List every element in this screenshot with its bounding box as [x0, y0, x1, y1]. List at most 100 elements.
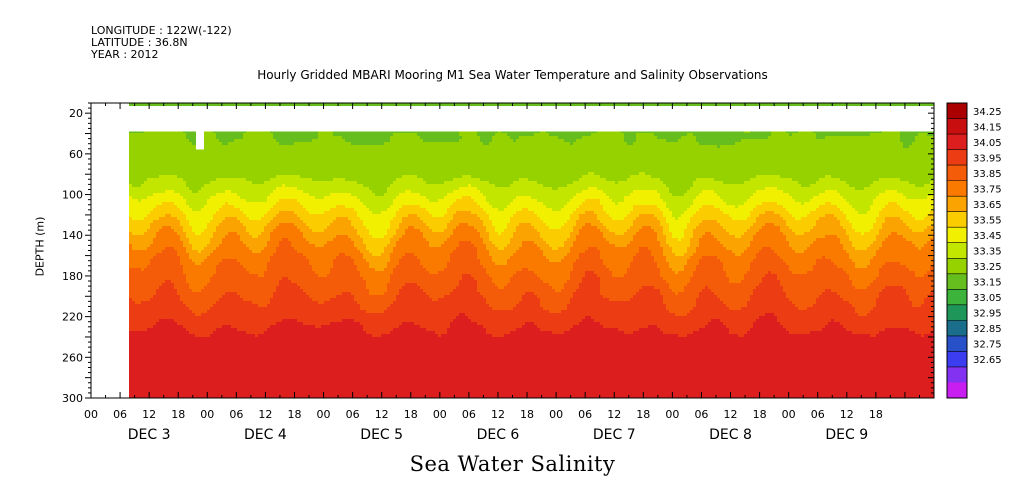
heatmap-cell [156, 190, 160, 194]
heatmap-cell [228, 391, 232, 395]
heatmap-cell [264, 322, 268, 326]
heatmap-cell [180, 133, 184, 137]
heatmap-cell [243, 364, 247, 368]
heatmap-cell [141, 373, 145, 377]
heatmap-cell [186, 136, 190, 140]
heatmap-cell [225, 295, 229, 299]
heatmap-cell [234, 343, 238, 347]
heatmap-cell [261, 259, 265, 263]
heatmap-cell [162, 142, 166, 146]
heatmap-cell [138, 274, 142, 278]
heatmap-cell [195, 328, 199, 332]
heatmap-cell [267, 310, 271, 314]
heatmap-cell [198, 220, 202, 224]
heatmap-cell [273, 376, 277, 380]
heatmap-cell [177, 217, 181, 221]
heatmap-cell [234, 265, 238, 269]
heatmap-cell [177, 202, 181, 206]
heatmap-cell [174, 235, 178, 239]
heatmap-cell [129, 244, 133, 248]
heatmap-cell [216, 136, 220, 140]
heatmap-cell [270, 283, 274, 287]
heatmap-cell [243, 379, 247, 383]
heatmap-cell [252, 196, 256, 200]
heatmap-cell [249, 277, 253, 281]
heatmap-cell [183, 301, 187, 305]
heatmap-cell [228, 154, 232, 158]
heatmap-cell [213, 211, 217, 215]
heatmap-cell [168, 385, 172, 389]
heatmap-cell [150, 367, 154, 371]
heatmap-cell [168, 223, 172, 227]
heatmap-cell [177, 367, 181, 371]
heatmap-cell [198, 373, 202, 377]
heatmap-cell [141, 295, 145, 299]
heatmap-cell [183, 169, 187, 173]
heatmap-cell [168, 103, 172, 107]
heatmap-cell [231, 268, 235, 272]
heatmap-cell [210, 235, 214, 239]
heatmap-cell [195, 334, 199, 338]
heatmap-cell [249, 301, 253, 305]
heatmap-cell [258, 163, 262, 167]
heatmap-cell [225, 184, 229, 188]
heatmap-cell [228, 307, 232, 311]
heatmap-cell [189, 334, 193, 338]
heatmap-cell [237, 340, 241, 344]
heatmap-cell [252, 367, 256, 371]
heatmap-cell [255, 163, 259, 167]
heatmap-cell [168, 298, 172, 302]
heatmap-cell [270, 235, 274, 239]
heatmap-cell [264, 133, 268, 137]
heatmap-cell [135, 283, 139, 287]
heatmap-cell [135, 163, 139, 167]
heatmap-cell [159, 361, 163, 365]
heatmap-cell [240, 145, 244, 149]
heatmap-cell [189, 388, 193, 392]
heatmap-cell [273, 262, 277, 266]
heatmap-cell [267, 322, 271, 326]
heatmap-cell [213, 229, 217, 233]
heatmap-cell [177, 340, 181, 344]
heatmap-cell [261, 154, 265, 158]
heatmap-cell [270, 331, 274, 335]
heatmap-cell [153, 280, 157, 284]
heatmap-cell [174, 211, 178, 215]
heatmap-cell [243, 319, 247, 323]
heatmap-cell [207, 139, 211, 143]
heatmap-cell [264, 331, 268, 335]
heatmap-cell [129, 253, 133, 257]
heatmap-cell [138, 241, 142, 245]
heatmap-cell [273, 190, 277, 194]
heatmap-cell [204, 211, 208, 215]
heatmap-cell [129, 136, 133, 140]
heatmap-cell [222, 256, 226, 260]
heatmap-cell [204, 220, 208, 224]
heatmap-cell [189, 211, 193, 215]
heatmap-cell [147, 223, 151, 227]
heatmap-cell [222, 376, 226, 380]
heatmap-cell [150, 247, 154, 251]
heatmap-cell [243, 214, 247, 218]
heatmap-cell [207, 376, 211, 380]
heatmap-cell [183, 187, 187, 191]
heatmap-cell [201, 208, 205, 212]
heatmap-cell [138, 157, 142, 161]
heatmap-cell [165, 223, 169, 227]
heatmap-cell [201, 388, 205, 392]
heatmap-cell [159, 394, 163, 398]
heatmap-cell [156, 244, 160, 248]
heatmap-cell [144, 187, 148, 191]
heatmap-cell [252, 343, 256, 347]
heatmap-cell [225, 346, 229, 350]
heatmap-cell [147, 181, 151, 185]
heatmap-cell [243, 199, 247, 203]
heatmap-cell [249, 316, 253, 320]
heatmap-cell [267, 394, 271, 398]
heatmap-cell [195, 340, 199, 344]
heatmap-cell [162, 364, 166, 368]
heatmap-cell [174, 355, 178, 359]
heatmap-cell [198, 349, 202, 353]
heatmap-cell [261, 160, 265, 164]
heatmap-cell [231, 205, 235, 209]
